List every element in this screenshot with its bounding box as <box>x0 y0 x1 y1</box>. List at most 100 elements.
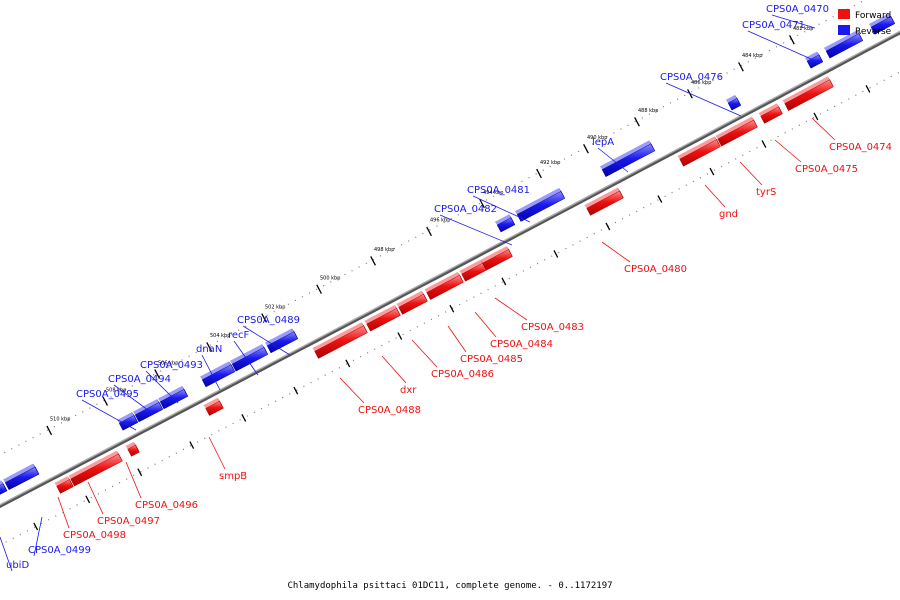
gene-CPS0A_0476[interactable] <box>725 95 742 111</box>
gene-label: CPS0A_0493 <box>140 360 203 371</box>
gene-label: CPS0A_0488 <box>358 405 421 416</box>
gene-top-face <box>804 51 820 62</box>
gene-end-face <box>714 136 721 147</box>
gene-unlabeled[interactable] <box>0 480 8 497</box>
gene-end-face <box>648 140 655 151</box>
gene-CPS0A_0485[interactable] <box>424 271 464 300</box>
tick-mark <box>501 277 507 286</box>
gene-top-face <box>364 305 397 325</box>
gene-CPS0A_0474[interactable] <box>782 76 834 111</box>
gene-end-face <box>827 76 834 87</box>
tick-label: 486 kbp <box>691 80 711 86</box>
gene-CPS0A_0498[interactable] <box>54 476 74 494</box>
gene-label: ubiD <box>6 560 29 571</box>
tick-label: 492 kbp <box>540 160 560 166</box>
tick-mark <box>154 369 161 379</box>
gene-top-face <box>584 187 620 209</box>
gene-CPS0A_0494[interactable] <box>133 399 164 423</box>
gene-top-face <box>229 344 265 365</box>
gene-label: CPS0A_0475 <box>795 164 858 175</box>
gene-CPS0A_0495[interactable] <box>117 412 139 431</box>
gene-label: CPS0A_0482 <box>434 204 497 215</box>
gene-CPS0A_0475[interactable] <box>758 103 783 124</box>
backbone <box>0 32 900 509</box>
forward-guide-track <box>5 71 900 543</box>
gene-leader-line <box>411 339 438 368</box>
gene-tyrS[interactable] <box>715 116 758 147</box>
gene-CPS0A_0497[interactable] <box>68 450 123 487</box>
gene-label: CPS0A_0495 <box>76 389 139 400</box>
gene-lepA[interactable] <box>599 140 656 178</box>
gene-CPS0A_0482[interactable] <box>494 214 516 233</box>
tick-label: 484 kbp <box>742 53 762 59</box>
gene-top-face <box>157 386 185 402</box>
tick-mark <box>536 168 542 179</box>
gene-label: CPS0A_0476 <box>660 72 723 83</box>
gene-recF[interactable] <box>229 344 269 372</box>
gene-label: CPS0A_0486 <box>431 369 494 380</box>
gene-CPS0A_0481[interactable] <box>514 188 566 222</box>
gene-CPS0A_0486[interactable] <box>396 290 428 315</box>
gene-leader-line <box>739 161 763 186</box>
gene-end-face <box>856 30 863 41</box>
gene-CPS0A_0471[interactable] <box>804 51 824 69</box>
label-layer: CPS0A_0470 CPS0A_0471 CPS0A_0474 CPS0A_0475… <box>0 4 892 572</box>
gene-label: dxr <box>400 385 417 396</box>
gene-label: CPS0A_0470 <box>766 4 829 15</box>
gene-label: CPS0A_0499 <box>28 545 91 556</box>
gene-smpB[interactable] <box>203 397 224 416</box>
gene-unlabeled[interactable] <box>823 30 864 59</box>
tick-label: 508 kbp <box>106 387 126 393</box>
gene-dxr[interactable] <box>364 305 401 332</box>
gene-front-face <box>784 79 834 111</box>
gene-leader-line <box>339 377 365 404</box>
gene-leader-line <box>233 340 259 376</box>
tick-label: 502 kbp <box>265 304 285 310</box>
gene-end-face <box>480 259 487 271</box>
tick-label: 500 kbp <box>320 275 340 281</box>
gene-CPS0A_0488[interactable] <box>312 322 368 359</box>
tick-label: 490 kbp <box>587 135 607 141</box>
gene-label: CPS0A_0474 <box>829 142 892 153</box>
gene-end-face <box>116 450 123 461</box>
gene-front-face <box>70 453 123 487</box>
gene-top-face <box>758 103 779 117</box>
gene-label: CPS0A_0489 <box>237 315 300 326</box>
gene-label: CPS0A_0480 <box>624 264 687 275</box>
tick-label: 510 kbp <box>50 417 70 423</box>
gene-CPS0A_0484[interactable] <box>459 259 487 282</box>
gene-end-face <box>734 95 741 106</box>
tick-mark <box>583 144 589 154</box>
gene-label: CPS0A_0485 <box>460 354 523 365</box>
gene-unlabeled[interactable] <box>3 463 40 491</box>
gene-end-face <box>361 322 368 333</box>
gene-end-face <box>506 246 513 257</box>
gene-top-face <box>725 95 738 104</box>
gene-CPS0A_0470[interactable] <box>868 13 896 35</box>
gene-label: CPS0A_0497 <box>97 516 160 527</box>
gene-front-face <box>314 325 368 359</box>
gene-leader-line <box>665 82 742 117</box>
tick-mark <box>241 414 247 422</box>
gene-CPS0A_0489[interactable] <box>264 328 299 354</box>
gene-CPS0A_0496[interactable] <box>125 441 140 457</box>
gene-top-face <box>133 399 160 415</box>
gene-CPS0A_0483[interactable] <box>480 246 513 271</box>
gene-top-face <box>264 328 295 346</box>
gene-gnd[interactable] <box>677 136 721 167</box>
tick-mark <box>189 441 195 449</box>
gene-CPS0A_0480[interactable] <box>584 187 624 216</box>
gene-dnaN[interactable] <box>199 361 236 388</box>
gene-top-face <box>494 214 512 225</box>
tick-mark <box>605 222 611 231</box>
tick-mark <box>479 198 485 209</box>
tick-label: 488 kbp <box>638 108 658 114</box>
gene-end-face <box>888 13 895 24</box>
gene-leader-line <box>113 384 153 414</box>
gene-top-face <box>54 476 70 487</box>
tick-mark <box>261 313 268 323</box>
gene-top-face <box>125 441 136 450</box>
gene-top-face <box>677 136 717 160</box>
gene-end-face <box>508 214 515 225</box>
gene-end-face <box>33 463 39 475</box>
